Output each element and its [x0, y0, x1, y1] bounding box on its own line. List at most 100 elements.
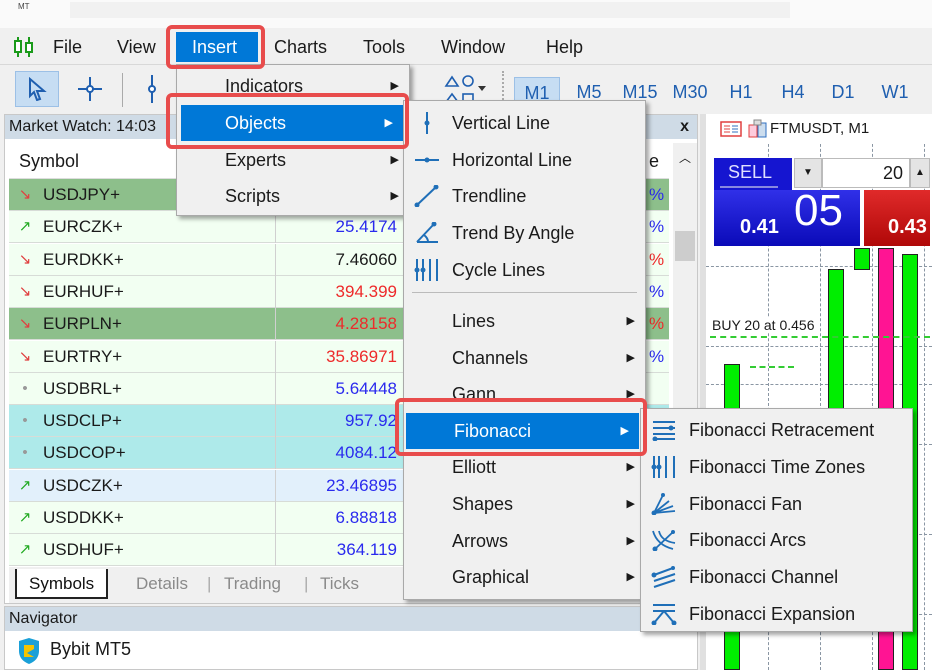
menu-item-fibonacci-fan[interactable]: Fibonacci Fan — [641, 486, 912, 522]
menu-item-fibonacci-arcs[interactable]: Fibonacci Arcs — [641, 522, 912, 558]
order-line[interactable] — [710, 336, 930, 338]
menu-item-lines[interactable]: Lines ▶ — [404, 303, 645, 339]
fib-fan-icon — [651, 492, 677, 515]
timeframe-d1[interactable]: D1 — [831, 82, 855, 102]
market-depth-icon[interactable] — [720, 121, 742, 137]
price-line — [750, 366, 794, 368]
objects-menu: Vertical Line Horizontal Line Trendline Tre… — [403, 100, 646, 600]
symbol-cell: EURPLN+ — [43, 314, 122, 334]
sell-button[interactable]: SELL — [728, 162, 773, 182]
menu-item-trendline[interactable]: Trendline — [404, 178, 645, 214]
navigator-item-bybit[interactable]: Bybit MT5 — [50, 639, 132, 659]
price-cell: 957.92 — [275, 405, 401, 438]
submenu-arrow-icon: ▶ — [626, 534, 635, 547]
price-cell: 364.119 — [275, 534, 401, 567]
price-cell: 25.4174 — [275, 211, 401, 244]
timeframe-w1[interactable]: W1 — [881, 82, 909, 102]
fib-expansion-icon — [651, 603, 677, 625]
menu-item-objects[interactable]: Objects ▶ — [181, 105, 403, 141]
highlight-objects — [166, 93, 409, 149]
column-change[interactable]: e — [649, 151, 660, 171]
tab-ticks[interactable]: Ticks — [320, 574, 360, 593]
scroll-up-icon[interactable]: ︿ — [679, 151, 692, 165]
menu-item-channels[interactable]: Channels ▶ — [404, 340, 645, 376]
menu-item-trend-by-angle[interactable]: Trend By Angle — [404, 215, 645, 251]
crosshair-button[interactable] — [68, 71, 112, 107]
menu-item-fibonacci-time-zones[interactable]: Fibonacci Time Zones — [641, 449, 912, 485]
timeframe-m15[interactable]: M15 — [622, 82, 658, 102]
volume-decrease-button[interactable]: ▼ — [794, 158, 822, 188]
timeframe-h4[interactable]: H4 — [781, 82, 805, 102]
scrollbar-thumb[interactable] — [675, 231, 695, 261]
ask-price[interactable]: 0.43 — [864, 190, 930, 246]
insert-menu: Indicators ▶ Objects ▶ Experts ▶ Scripts ▶ — [176, 64, 410, 216]
tab-divider: | — [304, 574, 309, 593]
toolbar-separator — [122, 73, 123, 107]
submenu-arrow-icon: ▶ — [390, 80, 399, 92]
price-cell: 5.64448 — [275, 372, 401, 405]
cursor-button[interactable] — [15, 71, 59, 107]
symbol-cell: EURHUF+ — [43, 281, 124, 301]
menu-item-indicators[interactable]: Indicators ▶ — [177, 68, 409, 104]
vertical-line-button[interactable] — [130, 71, 174, 107]
menu-item-shapes[interactable]: Shapes ▶ — [404, 486, 645, 522]
one-click-trading-icon[interactable] — [748, 119, 768, 139]
bid-price[interactable]: 0.41 05 — [714, 186, 860, 246]
crosshair-icon — [76, 75, 104, 103]
symbol-cell: EURDKK+ — [43, 249, 124, 269]
trend-down-icon: ↘ — [18, 315, 32, 333]
menu-file[interactable]: File — [53, 37, 83, 57]
change-cell: % — [649, 217, 665, 237]
timeframe-m5[interactable]: M5 — [576, 82, 602, 102]
cursor-icon — [26, 77, 48, 101]
window-title: MT — [18, 2, 30, 11]
menu-help[interactable]: Help — [546, 37, 584, 57]
menu-item-cycle-lines[interactable]: Cycle Lines — [404, 252, 645, 288]
symbol-cell: EURTRY+ — [43, 346, 123, 366]
menu-item-fibonacci-retracement[interactable]: Fibonacci Retracement — [641, 412, 912, 448]
trend-up-icon: ↗ — [18, 541, 32, 559]
menu-insert[interactable]: Insert — [176, 32, 258, 62]
price-cell: 23.46895 — [275, 469, 401, 502]
menu-window[interactable]: Window — [441, 37, 506, 57]
menu-item-fibonacci[interactable]: Fibonacci ▶ — [406, 412, 639, 449]
menu-item-experts[interactable]: Experts ▶ — [177, 142, 409, 178]
highlight-insert — [166, 25, 265, 69]
menu-tools[interactable]: Tools — [363, 37, 406, 57]
chart-symbol: FTMUSDT, M1 — [770, 120, 870, 137]
tab-trading[interactable]: Trading — [224, 574, 282, 593]
volume-increase-button[interactable]: ▲ — [910, 158, 930, 188]
column-symbol[interactable]: Symbol — [19, 151, 80, 171]
volume-input[interactable]: 20 — [822, 158, 910, 188]
trend-flat-icon: • — [22, 444, 28, 462]
menu-view[interactable]: View — [117, 37, 156, 57]
price-cell: 35.86971 — [275, 340, 401, 373]
tab-details[interactable]: Details — [136, 574, 188, 593]
menu-item-graphical[interactable]: Graphical ▶ — [404, 559, 645, 595]
trend-up-icon: ↗ — [18, 509, 32, 526]
menu-item-vertical-line[interactable]: Vertical Line — [404, 105, 645, 141]
change-cell: % — [649, 249, 665, 269]
symbol-cell: USDDKK+ — [43, 508, 124, 527]
timeframe-m30[interactable]: M30 — [672, 82, 708, 102]
menu-item-elliott[interactable]: Elliott ▶ — [404, 449, 645, 485]
menu-item-scripts[interactable]: Scripts ▶ — [177, 178, 409, 214]
trend-down-icon: ↘ — [18, 250, 32, 268]
navigator-title: Navigator — [5, 607, 697, 631]
submenu-arrow-icon: ▶ — [626, 388, 635, 401]
menu-item-horizontal-line[interactable]: Horizontal Line — [404, 142, 645, 178]
trendline-icon — [414, 185, 440, 208]
candle — [854, 248, 870, 270]
toolbar-grip[interactable] — [502, 71, 506, 107]
timeframe-h1[interactable]: H1 — [729, 82, 753, 102]
navigator-panel: Navigator Bybit MT5 — [4, 606, 698, 670]
menu-item-fibonacci-expansion[interactable]: Fibonacci Expansion — [641, 596, 912, 632]
tab-symbols[interactable]: Symbols — [15, 569, 109, 599]
price-cell: 394.399 — [275, 275, 401, 308]
shapes-dropdown-button[interactable] — [434, 71, 494, 107]
menu-item-arrows[interactable]: Arrows ▶ — [404, 523, 645, 559]
submenu-arrow-icon: ▶ — [626, 571, 635, 584]
menu-item-fibonacci-channel[interactable]: Fibonacci Channel — [641, 559, 912, 595]
close-icon[interactable]: x — [680, 118, 689, 135]
menu-charts[interactable]: Charts — [274, 37, 328, 57]
